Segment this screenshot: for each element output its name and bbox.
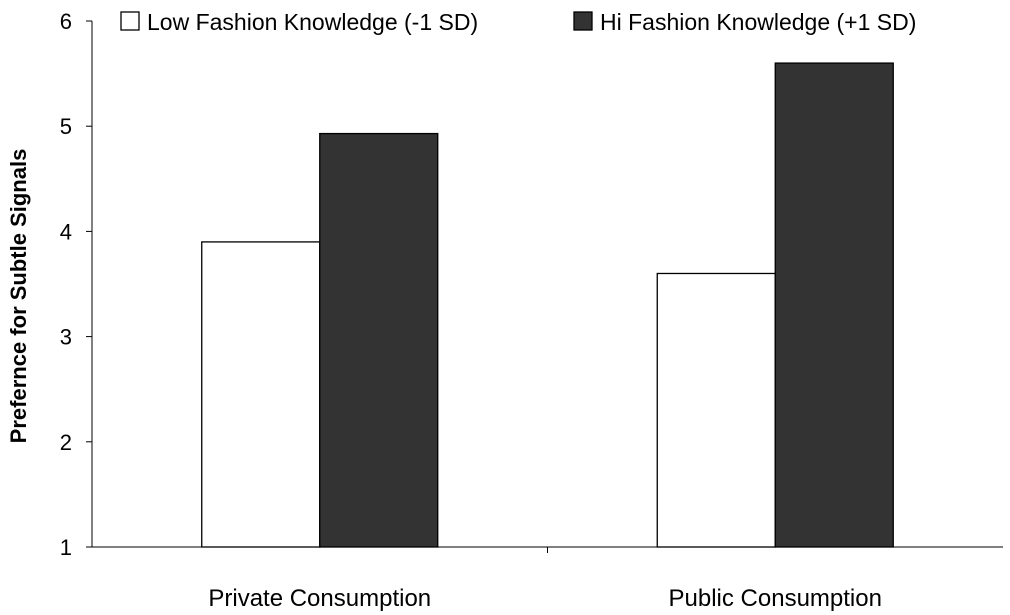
y-axis-title: Prefernce for Subtle Signals [6, 149, 31, 444]
legend: Low Fashion Knowledge (-1 SD) Hi Fashion … [120, 9, 916, 35]
y-tick-label: 3 [60, 325, 72, 350]
bar [319, 132, 439, 548]
y-tick-label: 6 [60, 9, 72, 34]
y-tick-label: 4 [60, 219, 72, 244]
y-tick-label: 1 [60, 535, 72, 560]
y-tick-label: 2 [60, 430, 72, 455]
bar [201, 241, 321, 548]
x-categories: Private Consumption Public Consumption [208, 547, 882, 612]
y-ticks: 1 2 3 4 5 6 [60, 9, 92, 560]
x-category-label: Private Consumption [208, 585, 431, 612]
bar [774, 62, 894, 548]
legend-label: Low Fashion Knowledge (-1 SD) [147, 9, 478, 35]
bar [656, 272, 776, 548]
x-category-label: Public Consumption [669, 585, 882, 612]
legend-swatch [120, 11, 140, 31]
bars [201, 62, 894, 548]
y-tick-label: 5 [60, 114, 72, 139]
legend-swatch [573, 11, 593, 31]
legend-label: Hi Fashion Knowledge (+1 SD) [600, 9, 916, 35]
